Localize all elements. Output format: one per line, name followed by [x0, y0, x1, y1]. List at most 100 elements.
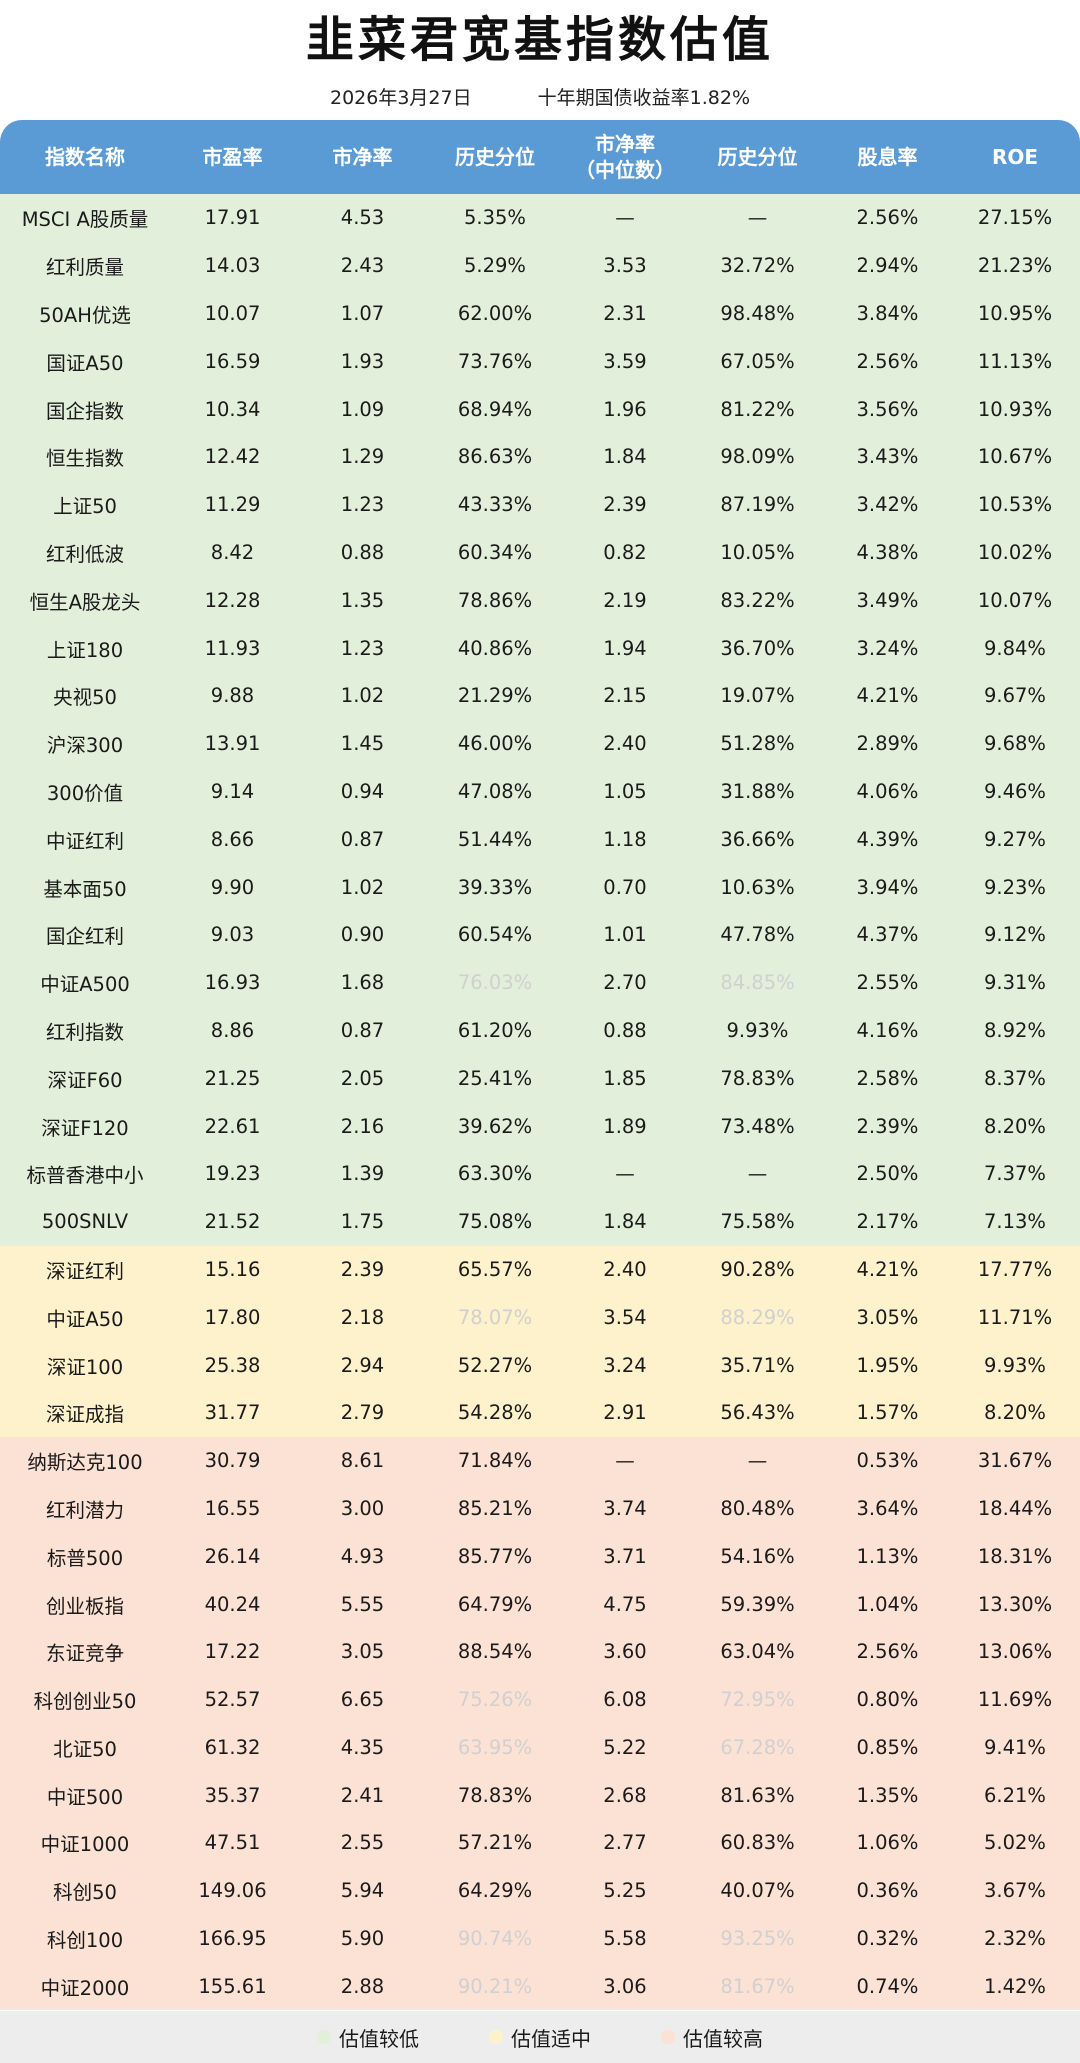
- table-row: 基本面50 9.90 1.02 39.33% 0.70 10.63% 3.94% 9.23%: [0, 863, 1080, 911]
- cell-percentile-1: 85.21%: [457, 1496, 533, 1520]
- cell-pb: 0.87: [340, 1018, 385, 1042]
- cell-percentile-1: 78.07%: [457, 1305, 533, 1329]
- cell-percentile-2: 36.66%: [720, 827, 795, 851]
- cell-roe: 9.31%: [984, 971, 1046, 995]
- legend-dot-high: [661, 2030, 675, 2044]
- cell-roe: 9.23%: [984, 875, 1046, 899]
- cell-pb: 0.88: [340, 540, 385, 564]
- cell-pb: 1.07: [340, 301, 385, 325]
- cell-percentile-1: 39.62%: [457, 1114, 533, 1138]
- cell-pe: 10.07: [204, 301, 261, 325]
- cell-pb-median: 2.77: [603, 1831, 647, 1855]
- cell-pb: 1.75: [340, 1210, 385, 1234]
- table-row: 50AH优选 10.07 1.07 62.00% 2.31 98.48% 3.84% 10.9…: [0, 289, 1080, 338]
- cell-percentile-1: 40.86%: [457, 636, 533, 660]
- cell-pe: 166.95: [198, 1927, 267, 1951]
- cell-roe: 31.67%: [977, 1449, 1053, 1473]
- table-row: 300价值 9.14 0.94 47.08% 1.05 31.88% 4.06% 9.46%: [0, 767, 1080, 816]
- cell-percentile-1: 65.57%: [457, 1257, 533, 1281]
- cell-index-name: 东证竞争: [45, 1642, 124, 1666]
- cell-percentile-1: 75.26%: [457, 1688, 533, 1712]
- cell-dividend: 0.32%: [856, 1927, 919, 1951]
- cell-index-name: 上证50: [53, 495, 117, 519]
- cell-percentile-2: 56.43%: [720, 1401, 795, 1425]
- cell-dividend: 0.85%: [856, 1735, 919, 1759]
- cell-percentile-1: 68.94%: [457, 397, 533, 421]
- cell-pb-median: 2.68: [603, 1783, 647, 1807]
- cell-index-name: 深证100: [46, 1355, 124, 1379]
- cell-percentile-2: 83.22%: [720, 588, 795, 612]
- cell-percentile-2: 81.67%: [720, 1974, 795, 1998]
- cell-pb-median: 2.19: [603, 588, 647, 612]
- legend-dot-mid: [489, 2030, 503, 2044]
- cell-index-name: 500SNLV: [41, 1210, 129, 1234]
- cell-percentile-1: 51.44%: [457, 827, 533, 851]
- cell-pe: 52.57: [204, 1688, 261, 1712]
- cell-pb: 1.35: [340, 588, 385, 612]
- table-row: 中证500 35.37 2.41 78.83% 2.68 81.63% 1.35% 6.21%: [0, 1771, 1080, 1820]
- cell-dividend: 3.49%: [856, 588, 919, 612]
- cell-percentile-1: 5.35%: [464, 206, 526, 230]
- cell-dividend: 1.04%: [856, 1592, 919, 1616]
- cell-roe: 9.68%: [984, 732, 1046, 756]
- cell-index-name: 红利质量: [45, 256, 124, 280]
- cell-pe: 9.14: [210, 779, 255, 803]
- cell-index-name: 基本面50: [43, 877, 127, 901]
- cell-pb-median: 5.25: [603, 1879, 647, 1903]
- table-row: 国企指数 10.34 1.09 68.94% 1.96 81.22% 3.56% 10.93%: [0, 385, 1080, 433]
- cell-index-name: 创业板指: [45, 1594, 124, 1618]
- cell-pb-median: 2.70: [603, 971, 647, 995]
- cell-roe: 8.20%: [984, 1401, 1046, 1425]
- cell-pb: 2.05: [340, 1066, 385, 1090]
- cell-pb: 1.93: [340, 349, 385, 373]
- cell-percentile-1: 57.21%: [457, 1831, 533, 1855]
- cell-percentile-1: 43.33%: [457, 493, 533, 517]
- cell-percentile-1: 85.77%: [457, 1544, 533, 1568]
- cell-pb: 1.68: [340, 971, 385, 995]
- cell-index-name: 恒生指数: [45, 447, 124, 471]
- cell-pe: 40.24: [204, 1592, 261, 1616]
- cell-dividend: 1.95%: [856, 1353, 919, 1377]
- cell-roe: 13.30%: [977, 1592, 1053, 1616]
- cell-pb: 2.55: [340, 1831, 385, 1855]
- cell-dividend: 3.42%: [856, 493, 919, 517]
- cell-pe: 25.38: [204, 1353, 261, 1377]
- table-row: 科创创业50 52.57 6.65 75.26% 6.08 72.95% 0.80% 11.6…: [0, 1675, 1080, 1724]
- cell-dividend: 3.43%: [856, 445, 919, 469]
- cell-pb-median: 3.74: [603, 1496, 647, 1520]
- cell-percentile-2: 9.93%: [726, 1018, 789, 1042]
- cell-pb-median: —: [615, 1449, 635, 1473]
- cell-pe: 149.06: [198, 1879, 267, 1903]
- cell-roe: 9.46%: [984, 779, 1046, 803]
- cell-pe: 12.28: [204, 588, 261, 612]
- cell-pb-median: 3.24: [603, 1353, 647, 1377]
- table-row: 中证A50 17.80 2.18 78.07% 3.54 88.29% 3.05% 11.71…: [0, 1293, 1080, 1342]
- cell-percentile-1: 5.29%: [464, 254, 526, 278]
- cell-index-name: 国证A50: [46, 351, 124, 375]
- cell-percentile-2: 10.63%: [720, 875, 795, 899]
- cell-index-name: 恒生A股龙头: [29, 590, 141, 614]
- cell-percentile-1: 71.84%: [457, 1449, 533, 1473]
- legend-item-high: 估值较高: [661, 2023, 763, 2052]
- cell-pb-median: 0.82: [603, 540, 647, 564]
- legend-label-low: 估值较低: [339, 2026, 419, 2051]
- cell-pe: 22.61: [204, 1114, 261, 1138]
- cell-percentile-2: —: [747, 1162, 768, 1186]
- cell-pe: 8.66: [210, 827, 255, 851]
- cell-percentile-2: 67.28%: [720, 1735, 795, 1759]
- cell-dividend: 0.80%: [856, 1688, 919, 1712]
- cell-pb: 0.94: [340, 779, 385, 803]
- cell-dividend: 4.38%: [856, 540, 919, 564]
- table-row: 中证A500 16.93 1.68 76.03% 2.70 84.85% 2.55% 9.31…: [0, 958, 1080, 1007]
- cell-index-name: 300价值: [46, 781, 124, 805]
- page-title: 韭菜君宽基指数估值: [305, 12, 774, 68]
- cell-pb: 2.16: [340, 1114, 385, 1138]
- cell-index-name: 中证1000: [40, 1833, 130, 1857]
- cell-roe: 9.12%: [984, 923, 1046, 947]
- table-row: 中证红利 8.66 0.87 51.44% 1.18 36.66% 4.39% 9.27%: [0, 815, 1080, 864]
- cell-dividend: 4.37%: [856, 923, 919, 947]
- cell-dividend: 3.84%: [856, 301, 919, 325]
- cell-pb-median: 3.53: [603, 254, 647, 278]
- cell-percentile-2: 36.70%: [720, 636, 795, 660]
- cell-roe: 11.71%: [977, 1305, 1053, 1329]
